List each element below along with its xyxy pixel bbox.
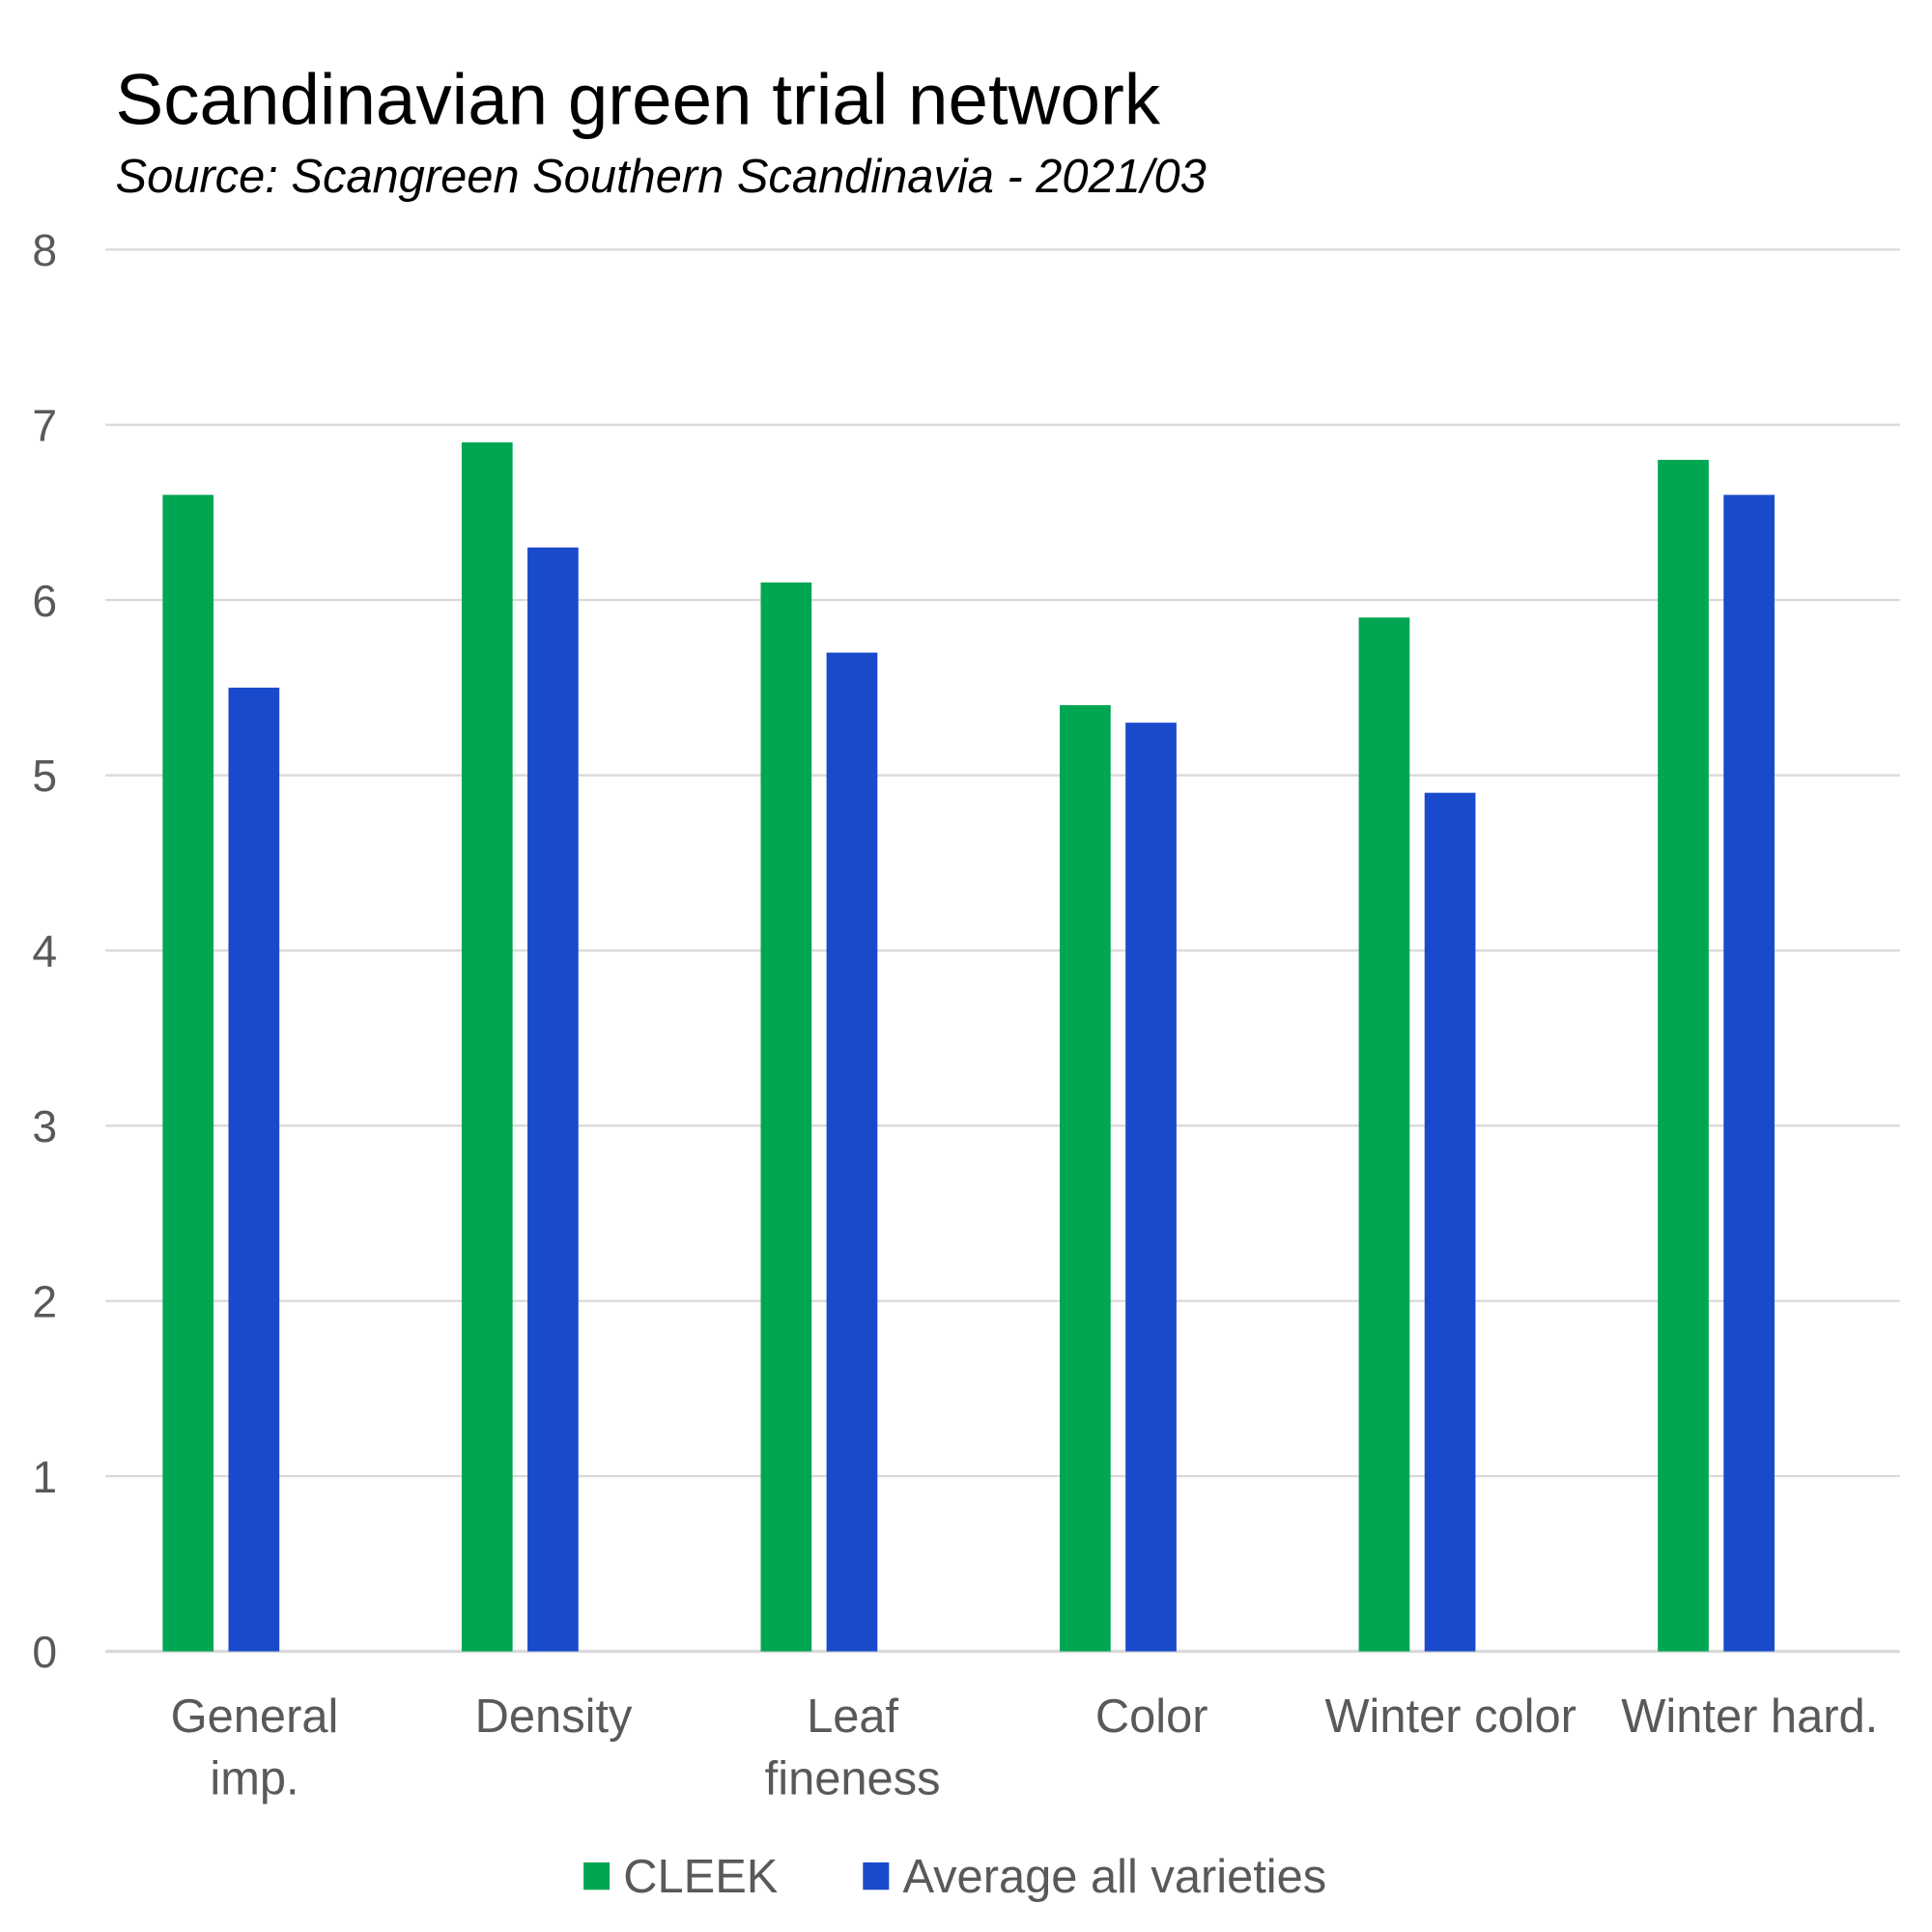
- x-tick-label: Winter hard.: [1621, 1690, 1878, 1743]
- y-tick-label: 7: [32, 400, 57, 450]
- x-tick-label: General: [171, 1690, 339, 1743]
- x-tick-label: imp.: [210, 1752, 298, 1804]
- bar-cleek: [1658, 460, 1709, 1652]
- y-tick-label: 8: [32, 225, 57, 275]
- y-tick-label: 2: [32, 1276, 57, 1326]
- chart-subtitle: Source: Scangreen Southern Scandinavia -…: [116, 151, 1207, 203]
- bar-average-all-varieties: [1723, 495, 1775, 1652]
- bar-cleek: [461, 441, 513, 1652]
- x-tick-label: Color: [1095, 1690, 1208, 1743]
- legend-label: CLEEK: [623, 1851, 779, 1903]
- bar-cleek: [1358, 617, 1410, 1652]
- x-tick-label: Density: [475, 1690, 633, 1743]
- bar-average-all-varieties: [1125, 723, 1177, 1652]
- x-tick-label: fineness: [765, 1752, 941, 1804]
- bar-average-all-varieties: [527, 547, 579, 1652]
- x-tick-label: Winter color: [1324, 1690, 1576, 1743]
- legend-swatch: [583, 1862, 611, 1890]
- y-tick-label: 1: [32, 1452, 57, 1502]
- chart-title: Scandinavian green trial network: [116, 60, 1161, 140]
- y-tick-label: 0: [32, 1627, 57, 1677]
- bar-average-all-varieties: [228, 687, 280, 1652]
- bar-average-all-varieties: [1424, 792, 1476, 1652]
- legend-swatch: [863, 1862, 890, 1890]
- bar-average-all-varieties: [826, 652, 878, 1652]
- bar-cleek: [760, 582, 812, 1652]
- bar-cleek: [162, 495, 214, 1652]
- y-tick-label: 6: [32, 576, 57, 626]
- x-tick-label: Leaf: [807, 1690, 898, 1743]
- y-tick-label: 4: [32, 926, 57, 977]
- legend-label: Average all varieties: [902, 1851, 1326, 1903]
- y-tick-label: 3: [32, 1101, 57, 1151]
- bar-cleek: [1060, 704, 1111, 1652]
- y-tick-label: 5: [32, 751, 57, 801]
